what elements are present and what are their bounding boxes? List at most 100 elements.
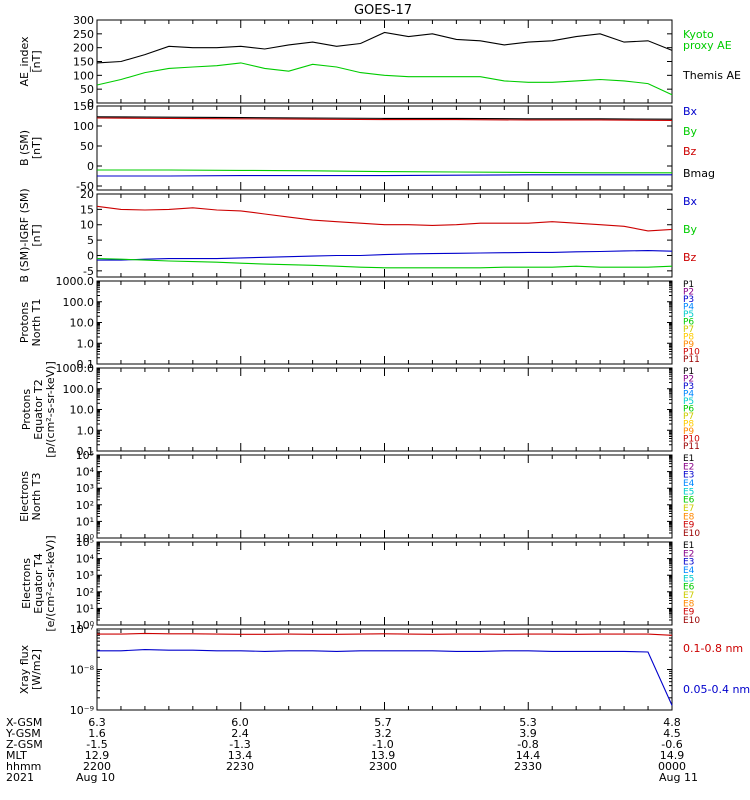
orbit-value: -1.5: [86, 738, 107, 751]
y-axis-label: ElectronsEquator T4[e/(cm²-s-sr-keV)]: [20, 535, 57, 631]
y-tick-label: 10: [80, 219, 94, 232]
legend-item: E8: [683, 512, 695, 522]
y-axis-label-line: B (SM): [18, 130, 31, 166]
y-axis-label-line: [p/(cm²-s-sr-keV)]: [44, 361, 57, 458]
y-tick-label: 100: [73, 69, 94, 82]
legend-item: P7: [683, 325, 694, 335]
legend-item: P10: [683, 435, 700, 445]
y-tick-label: 10⁴: [76, 553, 95, 566]
y-tick-label: 10¹: [76, 515, 94, 528]
orbit-row-label: Y-GSM: [5, 727, 41, 740]
y-tick-label: 100: [73, 120, 94, 133]
legend-item: E1: [683, 541, 694, 551]
legend-item: P9: [683, 427, 694, 437]
series-line-bsm-bmag: [96, 116, 673, 120]
orbit-row-label: MLT: [6, 749, 27, 762]
orbit-value: 1.6: [88, 727, 106, 740]
series-line-bsm-bx: [97, 174, 672, 177]
y-axis-label-line: [e/(cm²-s-sr-keV)]: [44, 535, 57, 631]
y-axis-label-line: Equator T2: [32, 379, 45, 439]
panel-frame: [96, 280, 673, 365]
y-tick-label: 0: [87, 97, 94, 110]
legend-item: E5: [683, 487, 694, 497]
y-axis-label-line: [W/m2]: [30, 649, 43, 690]
orbit-value: 5.3: [519, 716, 537, 729]
orbit-value: 2300: [369, 760, 397, 773]
orbit-row-label: X-GSM: [6, 716, 42, 729]
legend-item: P9: [683, 340, 694, 350]
y-axis-label-line: B (SM)-IGRF (SM): [18, 188, 31, 282]
series-line-bsm-bz: [96, 117, 673, 121]
legend-item: P4: [683, 390, 694, 400]
legend-item: Bx: [683, 105, 698, 118]
orbit-row-label: Z-GSM: [6, 738, 43, 751]
series-line-ae-kyoto-proxy-ae: [96, 62, 673, 96]
orbit-value: 14.4: [516, 749, 541, 762]
orbit-value: 4.5: [663, 727, 681, 740]
y-tick-label: 250: [73, 28, 94, 41]
series-line-bigrf-bz: [96, 205, 673, 232]
legend-item: P2: [683, 375, 694, 385]
y-tick-label: 10⁵: [76, 449, 94, 462]
legend-item: P6: [683, 405, 694, 415]
y-axis-label-line: [nT]: [30, 137, 43, 159]
y-tick-label: 10.0: [70, 317, 95, 330]
y-axis-label: B (SM)[nT]: [18, 130, 43, 166]
y-axis-label-line: Electrons: [18, 471, 31, 522]
legend-item: 0.1-0.8 nm: [683, 642, 743, 655]
legend-item: E6: [683, 496, 695, 506]
y-tick-label: 100.0: [63, 383, 95, 396]
y-tick-label: 10⁻⁹: [70, 704, 94, 717]
legend-item: Bz: [683, 251, 697, 264]
y-tick-label: 1000.0: [56, 362, 95, 375]
y-axis-label: ProtonsEquator T2[p/(cm²-s-sr-keV)]: [20, 361, 57, 458]
legend-item: E9: [683, 521, 695, 531]
legend-item: E7: [683, 504, 694, 514]
y-axis-label-line: North T3: [30, 473, 43, 521]
y-tick-label: 0: [87, 249, 94, 262]
orbit-value: 12.9: [85, 749, 110, 762]
legend-item: E3: [683, 471, 694, 481]
panel-frame: [96, 628, 673, 711]
y-tick-label: 10³: [76, 569, 94, 582]
legend-item: Themis AE: [682, 69, 741, 82]
legend-item: P8: [683, 420, 694, 430]
orbit-value: -1.0: [372, 738, 393, 751]
legend-item: E2: [683, 462, 694, 472]
orbit-value: Aug 10: [76, 771, 115, 784]
legend-item: P1: [683, 280, 694, 290]
y-tick-label: 5: [87, 234, 94, 247]
y-tick-label: 20: [80, 188, 94, 201]
y-tick-label: 10⁰: [76, 532, 95, 545]
y-tick-label: 0.1: [77, 358, 95, 371]
panel-electrons_t4: 10⁰ 10¹ 10² 10³ 10⁴ 10⁵ ElectronsEquator T4[e/…: [20, 535, 700, 632]
legend-item: E7: [683, 591, 694, 601]
orbit-value: -1.3: [229, 738, 250, 751]
y-axis-label: ElectronsNorth T3: [18, 471, 43, 522]
y-tick-label: 1000.0: [56, 275, 95, 288]
orbit-value: 13.4: [228, 749, 253, 762]
y-tick-label: 10⁻⁸: [70, 664, 95, 677]
legend-item: proxy AE: [683, 39, 732, 52]
panel-ae: 050100150200250300AE_index[nT]Kyotoproxy…: [18, 14, 741, 110]
y-axis-label: B (SM)-IGRF (SM)[nT]: [18, 188, 43, 282]
legend-item: P7: [683, 412, 694, 422]
panel-frame: [96, 541, 673, 626]
panel-frame: [96, 454, 673, 539]
legend-item: Bmag: [683, 167, 715, 180]
panel-frame: [96, 367, 673, 452]
series-line-xray-0-1-0-8-nm: [97, 632, 673, 636]
y-axis-label-line: [nT]: [30, 224, 43, 246]
orbit-value: 5.7: [374, 716, 392, 729]
orbit-value: 2330: [514, 760, 542, 773]
panel-xray: 10⁻⁹ 10⁻⁸ 10⁻⁷ Xray flux[W/m2] 0.1-0.8 nm 0.0…: [18, 623, 750, 717]
orbit-value: 0000: [658, 760, 686, 773]
legend-item: P4: [683, 303, 694, 313]
y-axis-label-line: AE_index: [18, 36, 31, 87]
y-tick-label: 10⁴: [76, 466, 95, 479]
y-axis-label: Xray flux[W/m2]: [18, 644, 43, 694]
y-axis-label-line: Electrons: [20, 558, 33, 609]
orbit-value: 3.9: [519, 727, 537, 740]
